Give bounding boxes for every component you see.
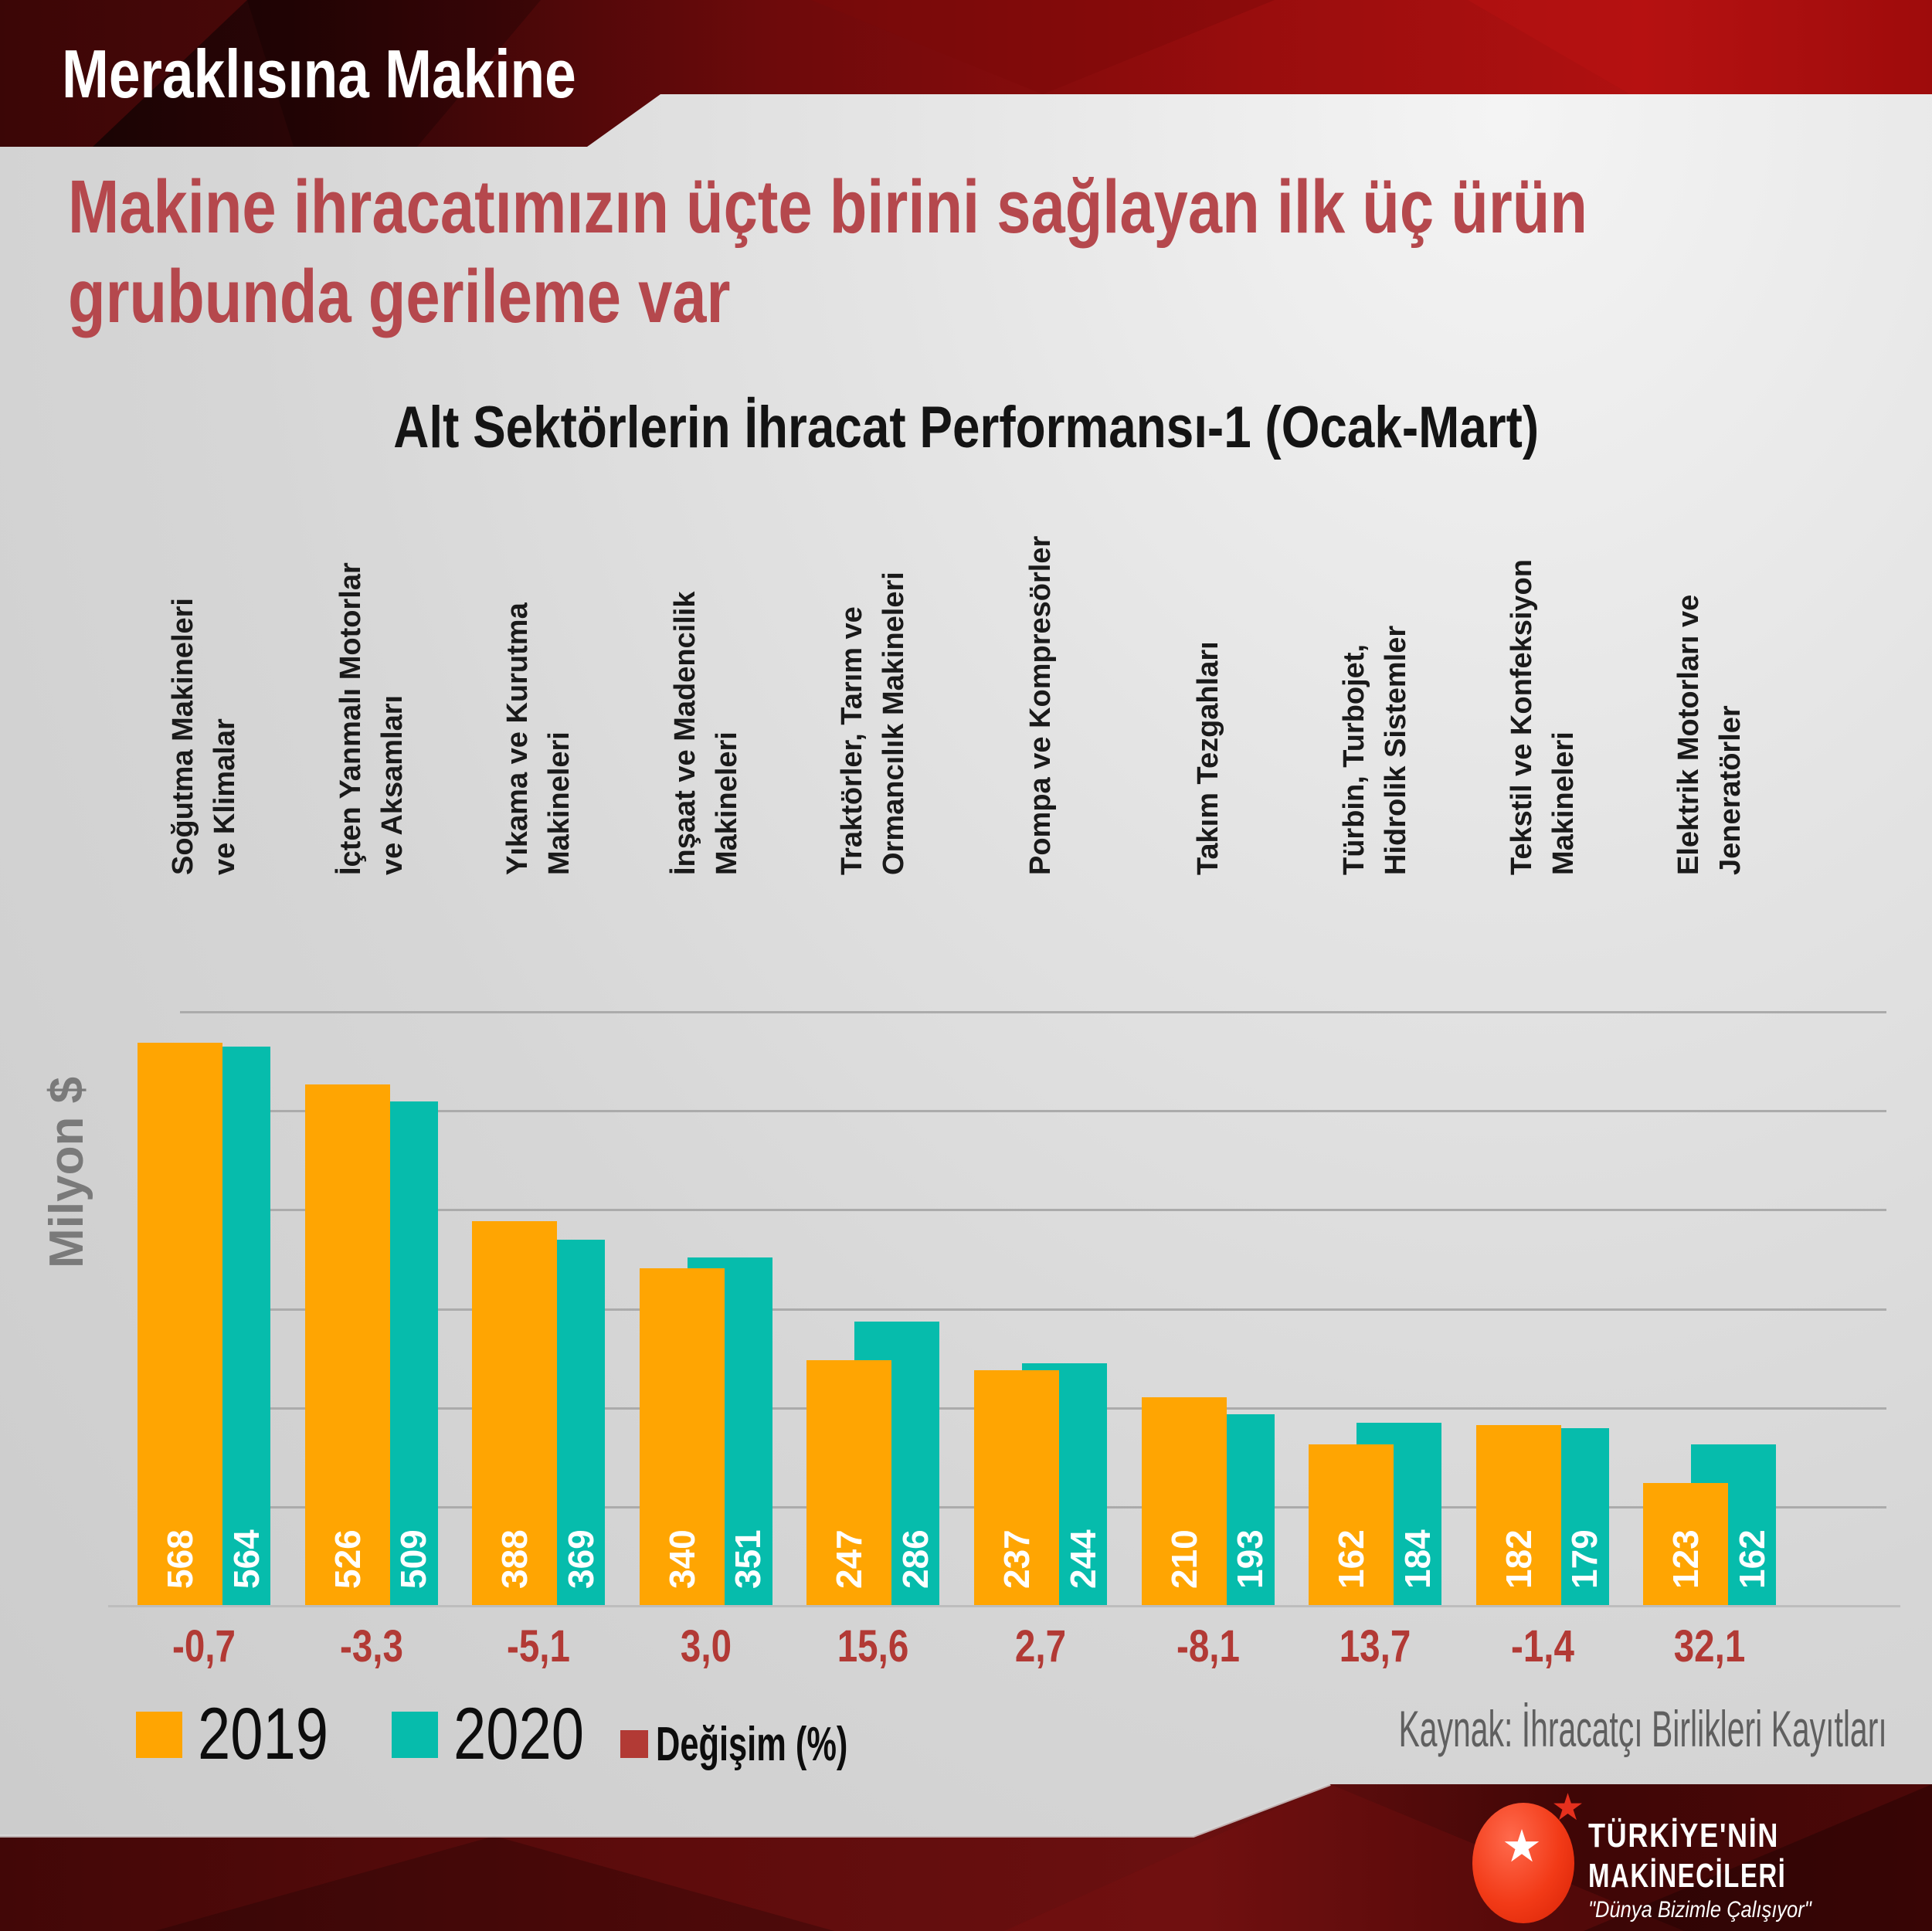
footer-band bbox=[0, 1784, 1932, 1931]
page-title-line1: Makine ihracatımızın üçte birini sağlaya… bbox=[68, 165, 1587, 249]
bar-value-2020: 179 bbox=[1564, 1529, 1604, 1589]
bar-2019 bbox=[472, 1221, 557, 1605]
x-axis-baseline bbox=[108, 1605, 1900, 1607]
change-label: -1,4 bbox=[1511, 1621, 1574, 1671]
bar-2019 bbox=[806, 1360, 891, 1605]
category-label-text: İnşaat ve Madencilik Makineleri bbox=[669, 591, 743, 876]
bar-value-2019: 568 bbox=[160, 1529, 200, 1589]
legend-swatch-2019 bbox=[136, 1712, 182, 1758]
bar-value-2019: 182 bbox=[1499, 1529, 1539, 1589]
legend-label-change: Değişim (%) bbox=[656, 1718, 848, 1771]
change-label: 3,0 bbox=[680, 1621, 732, 1671]
category-label-text: Yıkama ve Kurutma Makineleri bbox=[501, 602, 576, 875]
header-streak-3 bbox=[811, 0, 1275, 94]
change-label: -8,1 bbox=[1177, 1621, 1240, 1671]
footer-facet-1 bbox=[154, 1836, 834, 1931]
legend-swatch-change bbox=[620, 1730, 648, 1758]
legend-label-2019: 2019 bbox=[198, 1693, 329, 1775]
change-label: 2,7 bbox=[1014, 1621, 1067, 1671]
footer-facet-3 bbox=[1584, 1784, 1932, 1931]
brand-title: Meraklısına Makine bbox=[62, 36, 576, 112]
gridline bbox=[180, 1110, 1886, 1112]
legend-label-2020: 2020 bbox=[453, 1693, 585, 1775]
bar-value-2020: 564 bbox=[226, 1529, 267, 1589]
category-label-text: Takım Tezgahları bbox=[1192, 641, 1224, 875]
header-streak-1 bbox=[0, 0, 247, 147]
change-label: -0,7 bbox=[172, 1621, 236, 1671]
bar-2019 bbox=[138, 1043, 222, 1605]
bar-value-2019: 388 bbox=[494, 1529, 535, 1589]
gridline bbox=[180, 1209, 1886, 1211]
legend-swatch-2020 bbox=[392, 1712, 438, 1758]
gridline bbox=[180, 1308, 1886, 1311]
change-label: -3,3 bbox=[340, 1621, 403, 1671]
bar-value-2020: 193 bbox=[1230, 1529, 1270, 1589]
header-shape bbox=[0, 0, 1932, 147]
category-label-text: Tekstil ve Konfeksiyon Makineleri bbox=[1506, 559, 1580, 875]
source-note: Kaynak: İhracatçı Birlikleri Kayıtları bbox=[1398, 1700, 1887, 1757]
bar-value-2019: 162 bbox=[1331, 1529, 1371, 1589]
bar-2019 bbox=[1309, 1444, 1394, 1605]
header-streak-2 bbox=[247, 0, 541, 147]
category-label-text: Elektrik Motorları ve Jeneratörler bbox=[1672, 594, 1747, 875]
header-streak-4 bbox=[1468, 0, 1932, 94]
bar-value-2019: 247 bbox=[829, 1529, 869, 1589]
page-title: Makine ihracatımızın üçte birini sağlaya… bbox=[68, 162, 1921, 341]
bar-value-2020: 286 bbox=[895, 1529, 935, 1589]
bar-2019 bbox=[1476, 1425, 1561, 1605]
change-label: 15,6 bbox=[837, 1621, 909, 1671]
page-title-line2: grubunda gerileme var bbox=[68, 254, 731, 338]
bar-value-2020: 244 bbox=[1063, 1529, 1103, 1589]
bar-value-2019: 210 bbox=[1164, 1529, 1204, 1589]
category-label-text: İçten Yanmalı Motorlar ve Aksamları bbox=[334, 562, 409, 875]
bar-value-2020: 162 bbox=[1732, 1529, 1772, 1589]
bar-value-2020: 369 bbox=[561, 1529, 601, 1589]
bar-2019 bbox=[1142, 1397, 1227, 1605]
category-label-text: Türbin, Turbojet, Hidrolik Sistemler bbox=[1338, 625, 1412, 875]
footer-edge-line bbox=[0, 1784, 1331, 1838]
bar-value-2019: 237 bbox=[997, 1529, 1037, 1589]
footer-shape bbox=[0, 1784, 1932, 1931]
bar-2019 bbox=[305, 1084, 390, 1605]
change-label: -5,1 bbox=[507, 1621, 570, 1671]
category-label-text: Soğutma Makineleri ve Klimalar bbox=[167, 598, 241, 875]
bar-value-2020: 184 bbox=[1397, 1529, 1438, 1589]
category-label-text: Traktörler, Tarım ve Ormancılık Makineler… bbox=[836, 572, 910, 875]
change-label: 13,7 bbox=[1339, 1621, 1411, 1671]
change-label: 32,1 bbox=[1673, 1621, 1746, 1671]
gridline bbox=[180, 1011, 1886, 1013]
chart-title: Alt Sektörlerin İhracat Performansı-1 (O… bbox=[393, 395, 1539, 460]
category-label-text: Pompa ve Kompresörler bbox=[1024, 535, 1057, 875]
bar-value-2019: 123 bbox=[1665, 1529, 1706, 1589]
bar-value-2019: 526 bbox=[328, 1529, 368, 1589]
category-label: Elektrik Motorları ve Jeneratörler bbox=[1668, 595, 1932, 959]
bar-2019 bbox=[974, 1370, 1059, 1605]
bar-value-2020: 351 bbox=[728, 1529, 768, 1589]
bar-2019 bbox=[640, 1268, 725, 1605]
bar-2019 bbox=[1643, 1483, 1728, 1605]
header-band bbox=[0, 0, 1932, 147]
bar-value-2020: 509 bbox=[393, 1529, 433, 1589]
bar-value-2019: 340 bbox=[662, 1529, 702, 1589]
